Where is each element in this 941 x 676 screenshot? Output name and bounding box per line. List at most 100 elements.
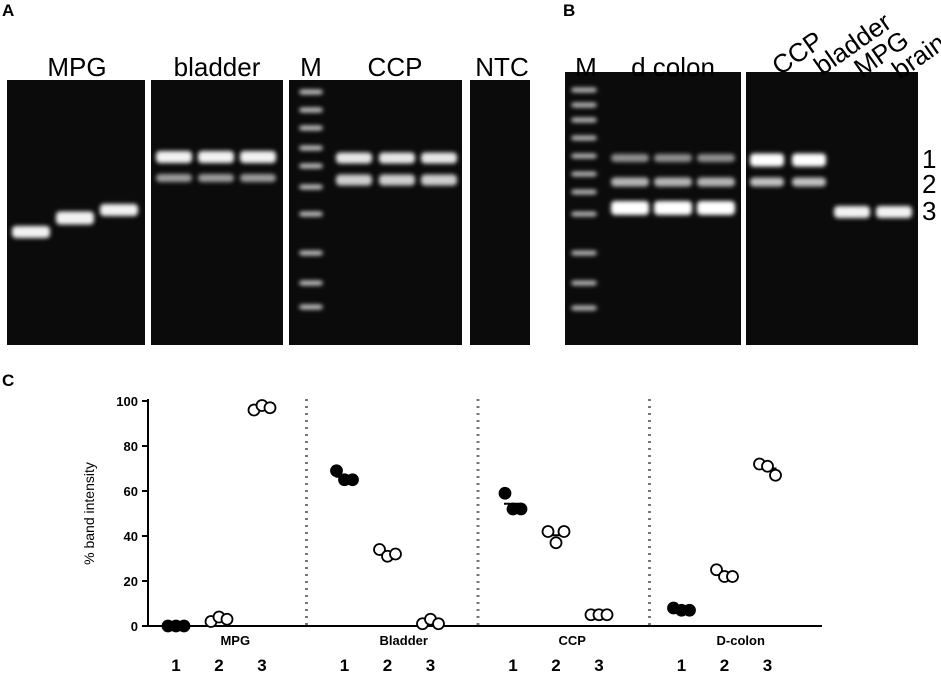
data-point [514, 502, 528, 516]
group-label: MPG [220, 633, 250, 648]
lane-label: 2 [551, 656, 560, 675]
gel-band [571, 280, 597, 286]
gel-band [299, 304, 323, 310]
gel-label: M [575, 52, 597, 82]
gel-band [611, 154, 649, 162]
gel-band [299, 125, 323, 131]
gel-band [697, 177, 735, 187]
gel-band [12, 226, 50, 238]
gel-band [240, 174, 276, 182]
lane-label: 1 [677, 656, 686, 675]
gel-band [571, 153, 597, 159]
group-label: Bladder [380, 633, 428, 648]
data-point [177, 619, 191, 633]
data-point [330, 464, 343, 478]
lane-label: 2 [383, 656, 392, 675]
lane-label: 2 [720, 656, 729, 675]
data-point [769, 468, 782, 482]
gel-label: NTC [475, 52, 528, 82]
gel-band [156, 151, 192, 163]
gel-band [876, 206, 912, 218]
panel-label: A [2, 1, 14, 20]
gel-band [299, 280, 323, 286]
gel-band [697, 201, 735, 215]
band-label: 3 [922, 196, 936, 226]
gel-band [336, 174, 372, 186]
gel-band [611, 177, 649, 187]
gel-band [571, 102, 597, 108]
gel-band [654, 154, 692, 162]
panel-label: B [563, 1, 575, 20]
gel-label: d colon [631, 52, 715, 82]
gel-band [834, 206, 870, 218]
gel-band [299, 89, 323, 95]
gel-band [750, 153, 784, 167]
data-point [263, 401, 277, 415]
band-label: 2 [922, 169, 936, 199]
gel-band [379, 152, 415, 164]
gel-band [56, 211, 94, 225]
gel-band [571, 117, 597, 123]
gel-images [7, 72, 918, 345]
gel-band [299, 107, 323, 113]
group-label: D-colon [717, 633, 765, 648]
lane-label: 1 [171, 656, 180, 675]
data-point [557, 525, 571, 538]
data-point [600, 608, 614, 622]
data-point [541, 525, 555, 538]
lane-label: 3 [257, 656, 266, 675]
lane-label: 3 [763, 656, 772, 675]
y-axis-label: % band intensity [81, 462, 97, 565]
y-tick-label: 80 [124, 439, 138, 454]
data-point [549, 536, 563, 550]
gel-band [156, 174, 192, 182]
data-point [389, 547, 402, 561]
y-tick-label: 0 [131, 619, 138, 634]
gel-band [379, 174, 415, 186]
gel-band [654, 177, 692, 187]
lane-label: 1 [340, 656, 349, 675]
gel-band [571, 171, 597, 177]
gel-band [100, 204, 138, 216]
gel-band [750, 177, 784, 187]
gel-band [792, 177, 826, 187]
gel-band [421, 174, 457, 186]
gel-band [299, 250, 323, 256]
lane-label: 2 [214, 656, 223, 675]
data-point [432, 617, 445, 631]
y-tick-label: 60 [124, 484, 138, 499]
gel-label: M [300, 52, 322, 82]
panel-label: C [2, 371, 14, 390]
gel-band [571, 250, 597, 256]
gel-band [198, 174, 234, 182]
lane-label: 1 [508, 656, 517, 675]
y-tick-label: 100 [116, 394, 138, 409]
gel-band [198, 151, 234, 163]
y-tick-label: 20 [124, 574, 138, 589]
data-point [498, 486, 512, 500]
gel-band [240, 151, 276, 163]
gel-band [571, 211, 597, 217]
data-point [683, 603, 696, 617]
lane-label: 3 [426, 656, 435, 675]
data-point [346, 473, 359, 487]
gel-band [299, 145, 323, 151]
gel-band [299, 163, 323, 169]
data-point [220, 612, 234, 626]
data-point [373, 543, 386, 556]
gel-band [654, 201, 692, 215]
gel-band [792, 153, 826, 167]
lane-label: 3 [594, 656, 603, 675]
y-tick-label: 40 [124, 529, 138, 544]
gel-band [336, 152, 372, 164]
gel [470, 80, 530, 345]
gel-label: bladder [174, 52, 261, 82]
gel-band [571, 135, 597, 141]
gel-band [299, 184, 323, 190]
gel-band [611, 201, 649, 215]
gel-band [571, 87, 597, 93]
band-label: 1 [922, 144, 936, 174]
gel-band [697, 154, 735, 162]
gel-band [299, 211, 323, 217]
